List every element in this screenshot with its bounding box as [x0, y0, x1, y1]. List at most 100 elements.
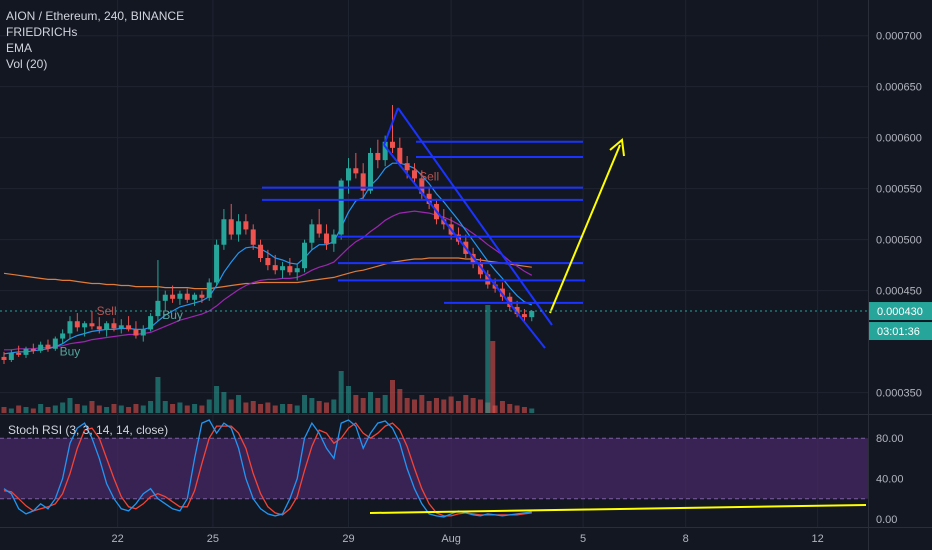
volume-bar	[455, 401, 461, 413]
volume-bar	[280, 404, 286, 413]
candle-body	[16, 352, 22, 355]
volume-bar	[490, 341, 496, 413]
rsi-tick-label: 0.00	[876, 514, 897, 526]
volume-bar	[221, 392, 227, 413]
candle-body	[419, 178, 425, 194]
candle-body	[514, 306, 520, 315]
price-tick-label: 0.000350	[876, 388, 922, 400]
rsi-tick-label: 80.00	[876, 433, 904, 445]
volume-bar	[184, 405, 190, 413]
candle-body	[477, 264, 483, 275]
volume-bar	[52, 405, 58, 413]
candle-body	[45, 344, 51, 349]
volume-bar	[433, 398, 439, 413]
price-tick-label: 0.000450	[876, 286, 922, 298]
candle-body	[353, 168, 359, 174]
rsi-d-line	[3, 422, 532, 517]
forecast-arrow-line	[549, 144, 621, 314]
candle-body	[228, 219, 234, 235]
candle-body	[148, 316, 154, 330]
time-tick-label: 29	[342, 533, 354, 545]
candle-body	[346, 168, 352, 181]
last-price-badge-text: 0.000430	[877, 306, 923, 318]
volume-bar	[499, 401, 505, 413]
volume-bar	[411, 399, 417, 413]
candle-body	[507, 296, 513, 307]
volume-bar	[96, 405, 102, 413]
candle-body	[89, 323, 95, 327]
candle-body	[324, 233, 330, 244]
candle-body	[360, 173, 366, 191]
volume-bar	[74, 404, 80, 413]
candle-body	[382, 141, 388, 161]
candle-body	[309, 224, 315, 243]
candle-body	[411, 170, 417, 179]
volume-bar	[389, 380, 395, 413]
volume-bar	[30, 408, 36, 413]
volume-bar	[140, 405, 146, 413]
volume-bar	[148, 401, 154, 413]
volume-bar	[375, 398, 381, 413]
candle-body	[485, 274, 491, 285]
candle-body	[38, 344, 44, 351]
volume-bar	[477, 399, 483, 413]
time-tick-label: 5	[580, 533, 586, 545]
candle-body	[368, 152, 373, 191]
candle-body	[265, 257, 271, 266]
volume-bar	[23, 407, 29, 413]
volume-bar	[104, 407, 110, 413]
volume-bar	[331, 399, 337, 413]
time-tick-label: 22	[111, 533, 123, 545]
sell-signal-label: Sell	[419, 170, 439, 184]
volume-bar	[228, 399, 234, 413]
volume-bar	[353, 395, 359, 413]
countdown-badge-bg	[869, 322, 932, 341]
volume-bar	[82, 405, 88, 413]
volume-bar	[485, 305, 491, 413]
candle-body	[8, 352, 14, 360]
volume-bar	[514, 405, 520, 413]
time-tick-label: 8	[683, 533, 689, 545]
candle-body	[258, 244, 264, 258]
candle-body	[118, 325, 124, 329]
candle-body	[192, 294, 198, 300]
indicator-volume[interactable]: Vol (20)	[6, 57, 48, 71]
volume-bar	[16, 405, 22, 413]
time-tick-label: 25	[207, 533, 219, 545]
volume-bar	[397, 389, 403, 413]
candle-body	[338, 180, 344, 235]
volume-bar	[133, 404, 139, 413]
candle-body	[60, 333, 66, 339]
channel-cap-line	[383, 107, 399, 146]
volume-bar	[419, 395, 425, 413]
last-price-badge-bg	[869, 302, 932, 321]
indicator-ema[interactable]: EMA	[6, 41, 33, 55]
volume-bar	[126, 407, 132, 413]
stoch-rsi-title[interactable]: Stoch RSI (3, 3, 14, 14, close)	[8, 423, 169, 437]
candle-body	[529, 311, 535, 318]
time-tick-label: Aug	[441, 533, 461, 545]
volume-bar	[177, 402, 183, 413]
volume-bar	[338, 371, 344, 413]
volume-bar	[192, 404, 198, 413]
forecast-arrow-head	[609, 138, 625, 157]
volume-bar	[404, 398, 410, 413]
indicator-friedrichs[interactable]: FRIEDRICHs	[6, 25, 78, 39]
buy-signal-label: Buy	[60, 345, 81, 359]
candle-body	[184, 293, 190, 300]
price-tick-label: 0.000550	[876, 184, 922, 196]
volume-bar	[272, 405, 278, 413]
candle-body	[236, 221, 242, 235]
rsi-tick-label: 40.00	[876, 474, 904, 486]
price-tick-label: 0.000600	[876, 133, 922, 145]
volume-bar	[214, 386, 220, 413]
time-tick-label: 12	[812, 533, 824, 545]
price-tick-label: 0.000500	[876, 235, 922, 247]
candle-body	[280, 266, 286, 271]
candle-body	[126, 325, 132, 330]
candle-body	[206, 282, 212, 298]
buy-signal-label: Buy	[162, 308, 183, 322]
candle-body	[302, 242, 308, 269]
volume-bar	[529, 408, 535, 413]
